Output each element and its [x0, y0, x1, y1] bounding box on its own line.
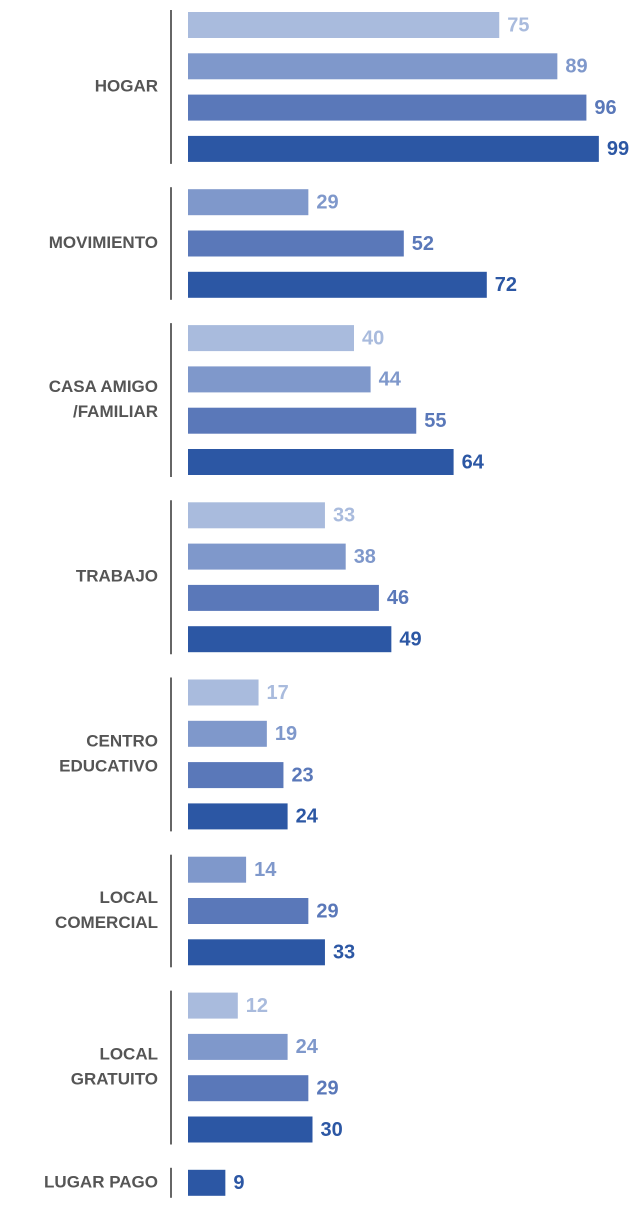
bar	[188, 53, 558, 80]
bar	[188, 584, 379, 611]
bar	[188, 230, 404, 257]
bar	[188, 449, 454, 475]
value-label: 9	[233, 1172, 244, 1194]
bar	[188, 502, 325, 529]
bar	[188, 135, 599, 162]
value-label: 24	[296, 806, 319, 828]
bar	[188, 992, 238, 1019]
bar	[188, 898, 309, 924]
value-label: 24	[296, 1036, 319, 1058]
bar	[188, 762, 284, 789]
bar	[188, 543, 346, 570]
bar	[188, 803, 288, 830]
value-label: 55	[424, 410, 446, 432]
value-label: 72	[495, 274, 517, 296]
bar	[188, 1116, 313, 1143]
category-label: GRATUITO	[71, 1070, 158, 1089]
value-label: 38	[354, 546, 376, 568]
category-label: COMERCIAL	[55, 913, 158, 932]
value-label: 52	[412, 233, 434, 255]
category-label: LUGAR PAGO	[44, 1172, 158, 1191]
bar	[188, 679, 259, 706]
value-label: 29	[316, 1077, 338, 1099]
bar	[188, 626, 392, 653]
value-label: 49	[399, 628, 421, 650]
value-label: 23	[291, 764, 313, 786]
category-label: LOCAL	[99, 888, 158, 907]
value-label: 99	[607, 138, 629, 160]
value-label: 19	[275, 723, 297, 745]
value-label: 33	[333, 942, 355, 964]
value-label: 40	[362, 327, 384, 349]
bar	[188, 407, 417, 434]
value-label: 29	[316, 900, 338, 922]
value-label: 14	[254, 859, 277, 881]
value-label: 46	[387, 587, 409, 609]
bar	[188, 94, 587, 121]
value-label: 29	[316, 191, 338, 213]
value-label: 33	[333, 505, 355, 527]
bar	[188, 1169, 226, 1196]
category-label: CENTRO	[86, 731, 158, 750]
value-label: 64	[462, 451, 485, 473]
bar	[188, 856, 247, 883]
value-label: 96	[594, 97, 616, 119]
bar	[188, 271, 487, 298]
category-label: /FAMILIAR	[73, 402, 158, 421]
bar	[188, 12, 500, 38]
bar	[188, 325, 354, 352]
category-label: LOCAL	[99, 1045, 158, 1064]
bar	[188, 366, 371, 393]
bar	[188, 720, 267, 747]
category-label: HOGAR	[95, 76, 158, 95]
category-label: MOVIMIENTO	[49, 233, 158, 252]
value-label: 30	[321, 1119, 343, 1141]
value-label: 75	[507, 14, 529, 36]
value-label: 89	[565, 56, 587, 78]
category-label: EDUCATIVO	[59, 756, 158, 775]
value-label: 12	[246, 995, 268, 1017]
bar	[188, 1075, 309, 1102]
category-label: TRABAJO	[76, 567, 158, 586]
value-label: 17	[267, 682, 289, 704]
bar	[188, 939, 325, 966]
value-label: 44	[379, 369, 402, 391]
category-label: CASA AMIGO	[49, 377, 158, 396]
bar	[188, 1033, 288, 1060]
bar	[188, 189, 309, 216]
